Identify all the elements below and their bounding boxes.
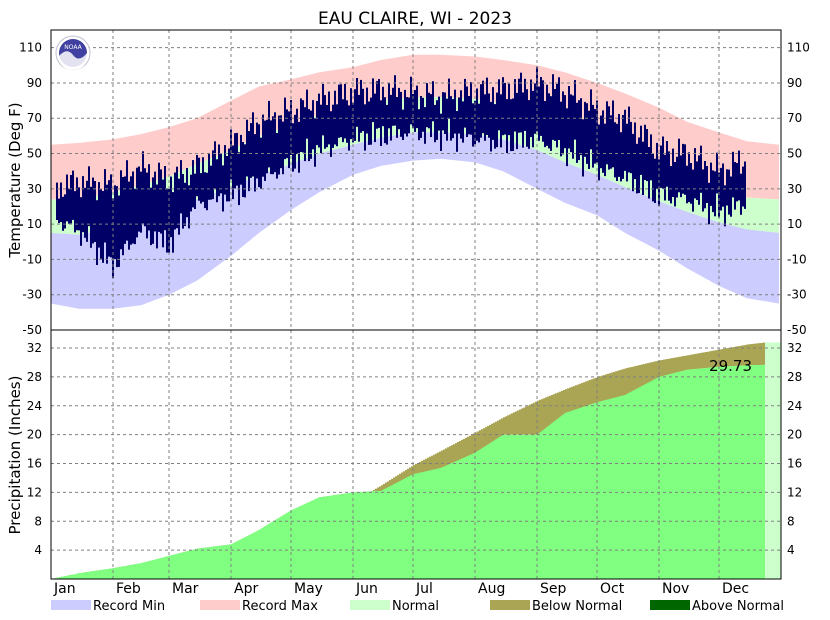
- temperature-tick-right: 90: [787, 76, 802, 90]
- month-tick: Jan: [53, 581, 76, 597]
- temperature-tick-left: -50: [22, 323, 42, 337]
- month-tick: Sep: [540, 581, 567, 597]
- legend: Record Min Record Max Normal Below Normal Ab…: [51, 599, 784, 614]
- temperature-tick-left: 110: [19, 41, 42, 55]
- month-tick: Dec: [722, 581, 749, 597]
- precipitation-tick-left: 8: [34, 514, 42, 528]
- remaining-normal-precip: [765, 342, 781, 579]
- precipitation-axis-label: Precipitation (Inches): [6, 376, 24, 535]
- temperature-tick-left: 30: [27, 182, 42, 196]
- month-tick: Apr: [234, 581, 258, 597]
- temperature-tick-left: 70: [27, 111, 42, 125]
- legend-swatch: [200, 600, 240, 610]
- month-tick: Jun: [355, 581, 378, 597]
- precipitation-tick-right: 28: [787, 370, 802, 384]
- legend-label: Record Max: [242, 599, 318, 614]
- precipitation-tick-left: 32: [27, 341, 42, 355]
- precipitation-tick-left: 12: [27, 485, 42, 499]
- chart-title: EAU CLAIRE, WI - 2023: [318, 9, 512, 29]
- precipitation-tick-left: 4: [34, 543, 42, 557]
- noaa-logo: NOAA: [55, 35, 91, 71]
- temperature-tick-left: 50: [27, 147, 42, 161]
- legend-swatch: [350, 600, 390, 610]
- precipitation-tick-right: 24: [787, 399, 802, 413]
- precipitation-tick-right: 8: [787, 514, 795, 528]
- precipitation-panel: [51, 342, 781, 579]
- precipitation-tick-right: 12: [787, 485, 802, 499]
- month-tick: Oct: [600, 581, 625, 597]
- below-normal-band: [371, 342, 766, 492]
- precipitation-tick-left: 20: [27, 428, 42, 442]
- precipitation-tick-labels: 4 4 8 8 12 12 16 16 20 20 24 24 28 28 32 32: [27, 341, 803, 557]
- legend-label: Record Min: [93, 599, 165, 614]
- temperature-tick-right: 110: [787, 41, 810, 55]
- month-tick: Aug: [478, 581, 505, 597]
- precipitation-tick-left: 16: [27, 457, 42, 471]
- precipitation-tick-right: 16: [787, 457, 802, 471]
- month-tick: May: [294, 581, 323, 597]
- month-tick: Nov: [662, 581, 689, 597]
- legend-label: Below Normal: [532, 599, 622, 614]
- legend-label: Normal: [392, 599, 439, 614]
- temperature-tick-right: -50: [787, 323, 807, 337]
- month-tick: Jul: [415, 581, 433, 597]
- month-tick: Feb: [116, 581, 141, 597]
- legend-label: Above Normal: [692, 599, 784, 614]
- month-tick: Mar: [172, 581, 199, 597]
- precipitation-total-label: 29.73: [709, 357, 752, 375]
- temperature-tick-left: -30: [22, 288, 42, 302]
- legend-swatch: [490, 600, 530, 610]
- temperature-tick-left: 10: [27, 217, 42, 231]
- temperature-tick-labels: -50 -50 -30 -30 -10 -10 10 10 30 30 50 50 70 70 90 90 11…: [19, 41, 810, 337]
- temperature-tick-right: 30: [787, 182, 802, 196]
- temperature-panel: [51, 54, 779, 309]
- temperature-tick-right: 70: [787, 111, 802, 125]
- temperature-tick-left: 90: [27, 76, 42, 90]
- legend-swatch: [650, 600, 690, 610]
- temperature-tick-right: 50: [787, 147, 802, 161]
- temperature-tick-right: 10: [787, 217, 802, 231]
- temperature-axis-label: Temperature (Deg F): [6, 102, 24, 258]
- observed-precipitation-area: [51, 364, 765, 579]
- precipitation-tick-right: 32: [787, 341, 802, 355]
- grid-lines: [51, 30, 781, 579]
- noaa-logo-text: NOAA: [64, 44, 82, 51]
- temperature-tick-left: -10: [22, 252, 42, 266]
- precipitation-tick-left: 28: [27, 370, 42, 384]
- temperature-tick-right: -10: [787, 252, 807, 266]
- precipitation-tick-left: 24: [27, 399, 42, 413]
- month-tick-labels: Jan Feb Mar Apr May Jun Jul Aug Sep Oct Nov Dec: [53, 581, 749, 597]
- precipitation-tick-right: 20: [787, 428, 802, 442]
- legend-swatch: [51, 600, 91, 610]
- temperature-tick-right: -30: [787, 288, 807, 302]
- precipitation-tick-right: 4: [787, 543, 795, 557]
- plot-frame: [50, 29, 782, 580]
